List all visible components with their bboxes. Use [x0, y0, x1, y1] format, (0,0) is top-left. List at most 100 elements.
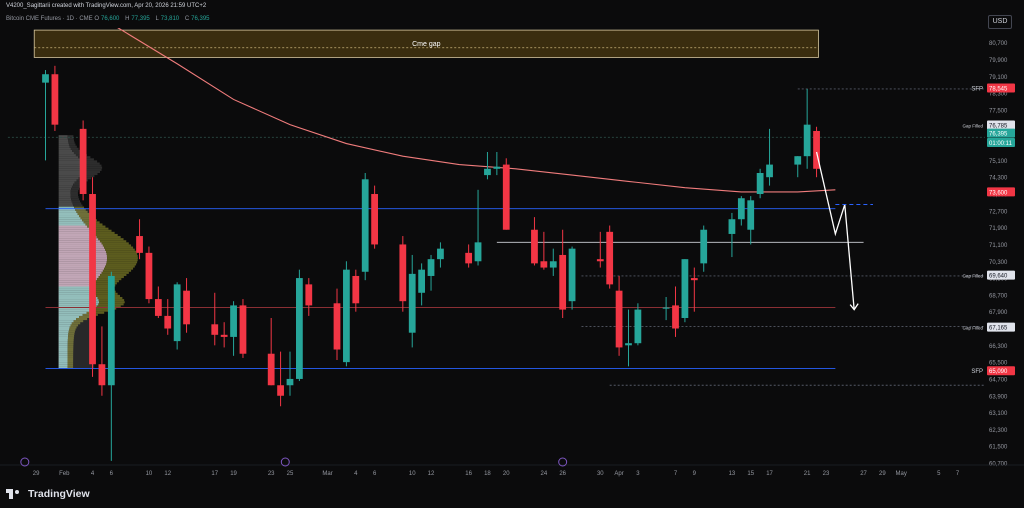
price-tick-label: 64,700 [989, 377, 1008, 383]
volume-profile-bar [58, 238, 99, 241]
time-tick-label: 4 [354, 471, 358, 477]
cme-gap-box [33, 29, 819, 58]
candle-body [230, 305, 237, 337]
price-label-text: 73,600 [989, 190, 1008, 196]
time-axis: 29 Feb 4 6 10 12 17 19 23 25 Mar 4 6 10 12 16 18 20 24 26 30… [0, 457, 1024, 477]
event-marker-icon[interactable] [20, 457, 30, 467]
candle-body [164, 315, 172, 329]
volume-profile-bar-ext [68, 141, 75, 144]
volume-profile-bar [58, 328, 69, 331]
volume-profile-bar [58, 334, 69, 337]
price-label-tag: Gap Filled [962, 274, 983, 279]
volume-profile-bar [58, 324, 71, 327]
time-tick-label: May [896, 471, 907, 477]
volume-profile-bar-ext [105, 250, 137, 253]
volume-profile-bar-ext [106, 261, 138, 264]
ohlc-low: 73,810 [160, 16, 180, 22]
price-tick-label: 70,300 [989, 260, 1008, 266]
volume-profile-bar-ext [70, 191, 78, 195]
price-label-text: 76,395 [989, 132, 1008, 138]
currency-selector[interactable]: USD [988, 15, 1012, 29]
candle-body [361, 179, 369, 272]
volume-profile-bar [58, 282, 95, 285]
time-tick-label: 10 [146, 471, 153, 477]
volume-profile-bar-ext [67, 343, 74, 346]
volume-profile-bar [58, 236, 97, 239]
candle-body [352, 275, 360, 304]
volume-profile-bar-ext [71, 198, 80, 201]
volume-profile-bar [58, 254, 107, 258]
time-tick-label: 3 [636, 471, 640, 477]
volume-profile-bar-ext [70, 324, 79, 327]
volume-profile-bar-ext [72, 202, 82, 205]
volume-profile-bar-ext [87, 225, 106, 228]
candle-body [211, 324, 219, 335]
volume-profile-bar [58, 341, 68, 344]
price-label-box [987, 120, 1015, 130]
volume-profile-bar-ext [71, 185, 81, 188]
event-marker-icon[interactable] [280, 457, 290, 467]
volume-profile-bar [58, 275, 99, 279]
volume-profile-bar [58, 145, 70, 148]
volume-profile-bar [58, 286, 93, 289]
volume-profile-bar-ext [67, 355, 74, 358]
candle-body [333, 303, 341, 350]
volume-profile-bar [58, 187, 72, 190]
candle-body [540, 261, 548, 268]
volume-profile-bar-ext [105, 265, 135, 268]
price-chart[interactable]: Cme gap 60,700 61,500 62,300 63,100 63,900 64,… [0, 0, 1024, 480]
volume-profile-bar [58, 208, 76, 211]
candle-body [79, 128, 87, 195]
price-label-tag: Gap Filled [962, 326, 983, 331]
volume-profile-bar-ext [67, 341, 74, 344]
candle-body [737, 198, 745, 220]
volume-profile-bar [58, 250, 106, 253]
volume-profile-bar [58, 168, 85, 171]
candle-body [408, 273, 416, 333]
volume-profile-bar [58, 196, 71, 199]
time-tick-label: Feb [59, 471, 70, 477]
volume-profile-bar-ext [93, 290, 116, 293]
volume-profile-bar-ext [82, 160, 98, 163]
volume-profile-bar [58, 332, 69, 335]
volume-profile-bar [58, 143, 69, 146]
price-label-text: 67,165 [989, 326, 1008, 332]
volume-profile-bar [58, 362, 68, 365]
price-tick-label: 65,500 [989, 361, 1008, 367]
volume-profile-bar-ext [94, 233, 118, 237]
volume-profile-bar-ext [82, 173, 98, 176]
volume-profile-bar [58, 326, 70, 329]
time-tick-label: 30 [597, 471, 604, 477]
time-tick-label: 16 [465, 471, 472, 477]
candle-body [568, 248, 576, 302]
volume-profile-bar-ext [67, 357, 74, 361]
volume-profile-bar-ext [67, 347, 74, 350]
time-tick-label: 20 [503, 471, 510, 477]
volume-profile-bar [58, 303, 99, 306]
volume-profile-bar-ext [80, 158, 94, 161]
volume-profile-bar-ext [71, 322, 81, 325]
volume-profile-bar [58, 137, 68, 140]
price-tick-label: 71,900 [989, 226, 1008, 232]
symbol-name[interactable]: Bitcoin CME Futures · 1D · CME [6, 16, 93, 22]
candle-body [728, 219, 736, 234]
volume-profile-bar [58, 290, 94, 293]
candle-body [549, 261, 557, 268]
volume-profile [58, 135, 138, 369]
price-label-text: 01:00:11 [989, 141, 1013, 147]
volume-profile-bar-ext [105, 248, 135, 251]
volume-profile-bar [58, 149, 73, 152]
volume-profile-bar-ext [92, 288, 115, 291]
candle-body [700, 229, 708, 264]
volume-profile-bar [58, 339, 68, 342]
volume-profile-bar [58, 248, 106, 251]
time-tick-label: 25 [287, 471, 294, 477]
volume-profile-bar-ext [96, 236, 121, 239]
tradingview-logo[interactable]: TradingView [6, 488, 90, 500]
price-tick-label: 79,900 [989, 58, 1008, 64]
volume-profile-bar-ext [70, 147, 79, 150]
time-tick-label: 27 [860, 471, 867, 477]
volume-profile-bar [58, 296, 98, 300]
volume-profile-bar [58, 318, 77, 321]
event-marker-icon[interactable] [558, 457, 568, 467]
